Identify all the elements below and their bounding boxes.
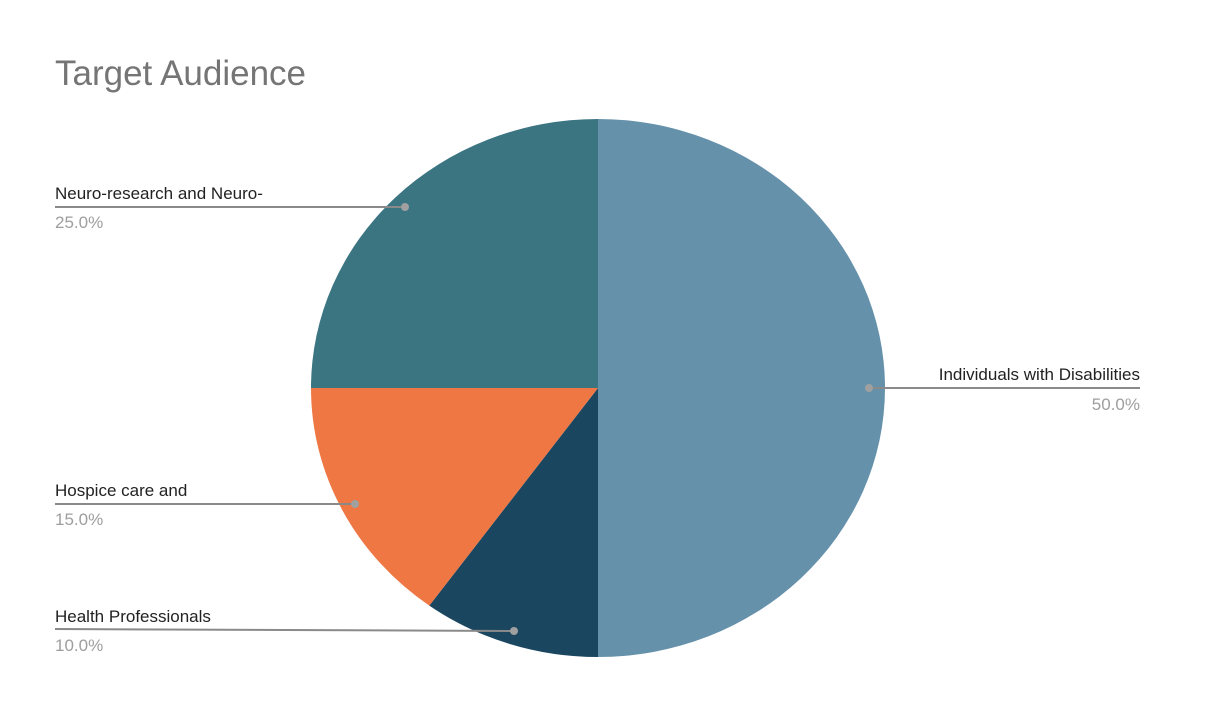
label-health: Health Professionals [55,607,211,626]
slice-individuals-with-disabilities[interactable] [598,119,885,657]
pct-hospice: 15.0% [55,510,103,529]
slice-neuro-research[interactable] [311,119,598,388]
leader-line-health [54,628,515,632]
pct-health: 10.0% [55,636,103,655]
leader-dot-neuro [401,203,409,211]
pct-individuals: 50.0% [1092,395,1140,414]
leader-dot-health [510,627,518,635]
slice-health-professionals[interactable] [429,388,598,657]
leader-dot-hospice [351,500,359,508]
chart-title: Target Audience [55,54,307,93]
pct-neuro: 25.0% [55,213,103,232]
label-hospice: Hospice care and [55,481,187,500]
leader-dot-individuals [865,384,873,392]
label-individuals: Individuals with Disabilities [939,365,1140,384]
slice-hospice-care[interactable] [311,388,598,606]
label-neuro: Neuro-research and Neuro- [55,184,263,203]
